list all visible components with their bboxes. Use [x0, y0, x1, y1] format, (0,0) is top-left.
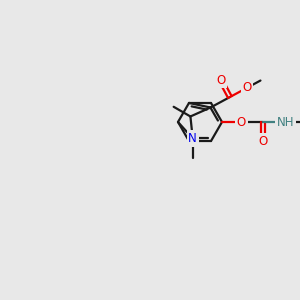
Text: NH: NH	[277, 116, 294, 128]
Text: O: O	[216, 74, 225, 86]
Text: N: N	[188, 132, 197, 145]
Text: O: O	[259, 135, 268, 148]
Text: O: O	[237, 116, 246, 128]
Text: O: O	[242, 81, 251, 94]
